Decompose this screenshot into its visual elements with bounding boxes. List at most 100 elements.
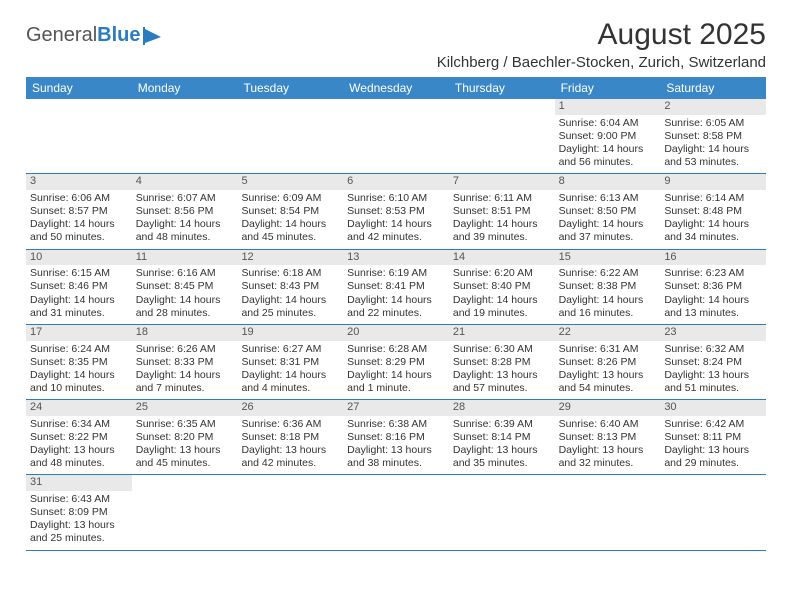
day-11: 11Sunrise: 6:16 AMSunset: 8:45 PMDayligh… (132, 250, 238, 324)
dow-sunday: Sunday (26, 77, 132, 99)
day-2: 2Sunrise: 6:05 AMSunset: 8:58 PMDaylight… (660, 99, 766, 173)
logo-text-2: Blue (97, 24, 140, 47)
sunrise-text: Sunrise: 6:14 AM (664, 192, 762, 205)
sunset-text: Sunset: 8:38 PM (559, 280, 657, 293)
day-10: 10Sunrise: 6:15 AMSunset: 8:46 PMDayligh… (26, 250, 132, 324)
week-row: 10Sunrise: 6:15 AMSunset: 8:46 PMDayligh… (26, 250, 766, 325)
day-number: 21 (449, 325, 555, 341)
day-18: 18Sunrise: 6:26 AMSunset: 8:33 PMDayligh… (132, 325, 238, 399)
sunrise-text: Sunrise: 6:04 AM (559, 117, 657, 130)
daylight-text: Daylight: 14 hours and 16 minutes. (559, 294, 657, 320)
daylight-text: Daylight: 14 hours and 48 minutes. (136, 218, 234, 244)
day-number: 13 (343, 250, 449, 266)
day-24: 24Sunrise: 6:34 AMSunset: 8:22 PMDayligh… (26, 400, 132, 474)
daylight-text: Daylight: 13 hours and 35 minutes. (453, 444, 551, 470)
dow-monday: Monday (132, 77, 238, 99)
sunrise-text: Sunrise: 6:22 AM (559, 267, 657, 280)
daylight-text: Daylight: 14 hours and 34 minutes. (664, 218, 762, 244)
day-number: 25 (132, 400, 238, 416)
sunrise-text: Sunrise: 6:23 AM (664, 267, 762, 280)
day-body: Sunrise: 6:34 AMSunset: 8:22 PMDaylight:… (26, 416, 132, 475)
day-number: 16 (660, 250, 766, 266)
daylight-text: Daylight: 14 hours and 45 minutes. (241, 218, 339, 244)
dow-saturday: Saturday (660, 77, 766, 99)
day-body: Sunrise: 6:04 AMSunset: 9:00 PMDaylight:… (555, 115, 661, 174)
sunset-text: Sunset: 8:09 PM (30, 506, 128, 519)
day-number (237, 99, 343, 101)
day-number: 3 (26, 174, 132, 190)
sunrise-text: Sunrise: 6:42 AM (664, 418, 762, 431)
day-body: Sunrise: 6:07 AMSunset: 8:56 PMDaylight:… (132, 190, 238, 249)
daylight-text: Daylight: 14 hours and 53 minutes. (664, 143, 762, 169)
day-number: 20 (343, 325, 449, 341)
week-row: 3Sunrise: 6:06 AMSunset: 8:57 PMDaylight… (26, 174, 766, 249)
sunset-text: Sunset: 8:35 PM (30, 356, 128, 369)
day-25: 25Sunrise: 6:35 AMSunset: 8:20 PMDayligh… (132, 400, 238, 474)
sunrise-text: Sunrise: 6:10 AM (347, 192, 445, 205)
sunrise-text: Sunrise: 6:38 AM (347, 418, 445, 431)
calendar-page: GeneralBlue August 2025 Kilchberg / Baec… (0, 0, 792, 561)
day-14: 14Sunrise: 6:20 AMSunset: 8:40 PMDayligh… (449, 250, 555, 324)
day-29: 29 Sunrise: 6:40 AMSunset: 8:13 PMDayligh… (555, 400, 661, 474)
day-number: 24 (26, 400, 132, 416)
day-number (660, 475, 766, 477)
sunset-text: Sunset: 8:46 PM (30, 280, 128, 293)
sunset-text: Sunset: 8:41 PM (347, 280, 445, 293)
day-empty (237, 99, 343, 173)
sunrise-text: Sunrise: 6:15 AM (30, 267, 128, 280)
sunrise-text: Sunrise: 6:40 AM (559, 418, 657, 431)
day-body: Sunrise: 6:09 AMSunset: 8:54 PMDaylight:… (237, 190, 343, 249)
day-body: Sunrise: 6:27 AMSunset: 8:31 PMDaylight:… (237, 341, 343, 400)
day-16: 16Sunrise: 6:23 AMSunset: 8:36 PMDayligh… (660, 250, 766, 324)
daylight-text: Daylight: 14 hours and 28 minutes. (136, 294, 234, 320)
day-body: Sunrise: 6:38 AMSunset: 8:16 PMDaylight:… (343, 416, 449, 475)
dow-wednesday: Wednesday (343, 77, 449, 99)
day-number (343, 475, 449, 477)
day-body: Sunrise: 6:05 AMSunset: 8:58 PMDaylight:… (660, 115, 766, 174)
sunset-text: Sunset: 8:13 PM (559, 431, 657, 444)
daylight-text: Daylight: 14 hours and 4 minutes. (241, 369, 339, 395)
day-body: Sunrise: 6:14 AMSunset: 8:48 PMDaylight:… (660, 190, 766, 249)
sunrise-text: Sunrise: 6:30 AM (453, 343, 551, 356)
logo-text-1: General (26, 24, 97, 47)
day-4: 4Sunrise: 6:07 AMSunset: 8:56 PMDaylight… (132, 174, 238, 248)
day-19: 19Sunrise: 6:27 AMSunset: 8:31 PMDayligh… (237, 325, 343, 399)
day-body: Sunrise: 6:20 AMSunset: 8:40 PMDaylight:… (449, 265, 555, 324)
day-body: Sunrise: 6:23 AMSunset: 8:36 PMDaylight:… (660, 265, 766, 324)
day-number (237, 475, 343, 477)
day-number: 29 (555, 400, 661, 416)
day-empty (237, 475, 343, 549)
sunset-text: Sunset: 9:00 PM (559, 130, 657, 143)
day-number: 5 (237, 174, 343, 190)
day-15: 15Sunrise: 6:22 AMSunset: 8:38 PMDayligh… (555, 250, 661, 324)
day-17: 17Sunrise: 6:24 AMSunset: 8:35 PMDayligh… (26, 325, 132, 399)
logo-flag-icon (143, 27, 165, 45)
day-number: 8 (555, 174, 661, 190)
day-12: 12Sunrise: 6:18 AMSunset: 8:43 PMDayligh… (237, 250, 343, 324)
sunrise-text: Sunrise: 6:26 AM (136, 343, 234, 356)
day-number: 2 (660, 99, 766, 115)
day-5: 5Sunrise: 6:09 AMSunset: 8:54 PMDaylight… (237, 174, 343, 248)
day-empty (555, 475, 661, 549)
day-27: 27Sunrise: 6:38 AMSunset: 8:16 PMDayligh… (343, 400, 449, 474)
sunset-text: Sunset: 8:54 PM (241, 205, 339, 218)
daylight-text: Daylight: 14 hours and 42 minutes. (347, 218, 445, 244)
sunset-text: Sunset: 8:43 PM (241, 280, 339, 293)
day-body: Sunrise: 6:26 AMSunset: 8:33 PMDaylight:… (132, 341, 238, 400)
month-title: August 2025 (437, 18, 766, 52)
dow-tuesday: Tuesday (237, 77, 343, 99)
sunset-text: Sunset: 8:51 PM (453, 205, 551, 218)
day-number (343, 99, 449, 101)
sunrise-text: Sunrise: 6:35 AM (136, 418, 234, 431)
day-number: 23 (660, 325, 766, 341)
day-number (449, 475, 555, 477)
day-empty (26, 99, 132, 173)
day-9: 9Sunrise: 6:14 AMSunset: 8:48 PMDaylight… (660, 174, 766, 248)
daylight-text: Daylight: 13 hours and 32 minutes. (559, 444, 657, 470)
sunset-text: Sunset: 8:53 PM (347, 205, 445, 218)
sunrise-text: Sunrise: 6:07 AM (136, 192, 234, 205)
day-6: 6Sunrise: 6:10 AMSunset: 8:53 PMDaylight… (343, 174, 449, 248)
sunset-text: Sunset: 8:40 PM (453, 280, 551, 293)
dow-friday: Friday (555, 77, 661, 99)
sunset-text: Sunset: 8:22 PM (30, 431, 128, 444)
